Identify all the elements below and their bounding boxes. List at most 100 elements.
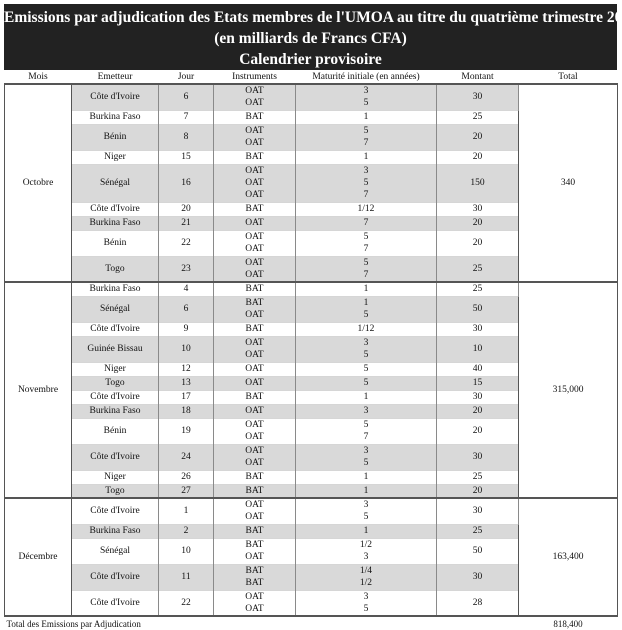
maturite-cell-line: 5 bbox=[363, 310, 369, 320]
jour-cell: 27 bbox=[158, 483, 214, 498]
maturite-cell-line: 1/2 bbox=[359, 540, 373, 550]
montant-cell: 20 bbox=[436, 123, 519, 150]
instrument-cell-line: OAT bbox=[245, 190, 264, 200]
jour-cell: 10 bbox=[158, 335, 214, 362]
maturite-cell: 3 5 7 bbox=[295, 163, 437, 202]
maturite-cell-line: 5 bbox=[363, 257, 369, 268]
instrument-cell-line: BAT bbox=[245, 284, 264, 295]
table-row: Guinée Bissau 10 OAT OAT 3 5 10 bbox=[5, 335, 618, 362]
maturite-cell-line: 1 bbox=[363, 472, 369, 482]
instrument-cell-line: OAT bbox=[245, 552, 264, 562]
calendar-table: Mois Emetteur Jour Instruments Maturité … bbox=[4, 70, 618, 630]
maturite-cell: 7 bbox=[295, 215, 437, 230]
instrument-cell: OAT OAT bbox=[213, 335, 296, 362]
instrument-cell: OAT bbox=[213, 215, 296, 230]
month-cell: Décembre bbox=[4, 497, 72, 616]
instrument-cell: BAT bbox=[213, 109, 296, 124]
table-row: Côte d'Ivoire 20 BAT 1/12 30 bbox=[5, 201, 618, 216]
maturite-cell-line: 7 bbox=[363, 138, 369, 148]
emetteur-cell: Côte d'Ivoire bbox=[71, 443, 159, 470]
instrument-cell: BAT bbox=[213, 389, 296, 404]
header-maturite: Maturité initiale (en années) bbox=[312, 71, 420, 82]
montant-cell: 30 bbox=[436, 389, 519, 404]
instrument-cell-line: OAT bbox=[245, 378, 264, 388]
maturite-cell-line: 5 bbox=[363, 98, 369, 109]
instrument-cell-line: OAT bbox=[245, 310, 264, 320]
table-row: Côte d'Ivoire 22 OAT OAT 3 5 28 bbox=[5, 589, 618, 616]
emetteur-cell: Burkina Faso bbox=[71, 109, 159, 124]
maturite-cell: 1 bbox=[295, 109, 437, 124]
instrument-cell-line: OAT bbox=[245, 603, 264, 614]
instrument-cell-line: OAT bbox=[245, 257, 264, 268]
montant-cell: 25 bbox=[436, 281, 519, 296]
montant-cell: 25 bbox=[436, 469, 519, 484]
jour-cell: 21 bbox=[158, 215, 214, 230]
instrument-cell: BAT bbox=[213, 201, 296, 216]
maturite-cell-line: 1 bbox=[363, 284, 369, 295]
emetteur-cell: Côte d'Ivoire bbox=[71, 589, 159, 616]
instrument-cell-line: OAT bbox=[245, 512, 264, 523]
instrument-cell-line: OAT bbox=[245, 244, 264, 254]
emetteur-cell: Burkina Faso bbox=[71, 281, 159, 296]
emetteur-cell: Guinée Bissau bbox=[71, 335, 159, 362]
emetteur-cell: Burkina Faso bbox=[71, 523, 159, 538]
emetteur-cell: Côte d'Ivoire bbox=[71, 497, 159, 524]
maturite-cell-line: 7 bbox=[363, 269, 369, 280]
emetteur-cell: Sénégal bbox=[71, 163, 159, 202]
table-row: Côte d'Ivoire 9 BAT 1/12 30 bbox=[5, 321, 618, 336]
montant-cell: 28 bbox=[436, 589, 519, 616]
emetteur-cell: Bénin bbox=[71, 229, 159, 256]
montant-cell: 50 bbox=[436, 295, 519, 322]
instrument-cell: OAT OAT bbox=[213, 123, 296, 150]
footer-label: Total des Emissions par Adjudication bbox=[4, 615, 519, 630]
table-row: Novembre Burkina Faso 4 BAT 1 25 315,000 bbox=[4, 281, 618, 498]
instrument-cell-line: BAT bbox=[245, 485, 264, 496]
jour-cell: 1 bbox=[158, 497, 214, 524]
table-row: Togo 27 BAT 1 20 bbox=[5, 483, 618, 498]
maturite-cell-line: 1/2 bbox=[359, 578, 373, 588]
table-row: Côte d'Ivoire 24 OAT OAT 3 5 30 bbox=[5, 443, 618, 470]
montant-cell: 30 bbox=[436, 201, 519, 216]
maturite-cell-line: 3 bbox=[363, 446, 369, 456]
instrument-cell: OAT OAT bbox=[213, 589, 296, 616]
footer-row: Total des Emissions par Adjudication 818… bbox=[4, 615, 618, 630]
montant-cell: 150 bbox=[436, 163, 519, 202]
jour-cell: 15 bbox=[158, 149, 214, 164]
instrument-cell-line: OAT bbox=[245, 446, 264, 456]
table-row: Sénégal 6 BAT OAT 1 5 50 bbox=[5, 295, 618, 322]
maturite-cell-line: 5 bbox=[363, 350, 369, 360]
header-montant: Montant bbox=[461, 71, 494, 82]
instrument-cell: OAT OAT bbox=[213, 229, 296, 256]
instrument-cell: OAT OAT bbox=[213, 443, 296, 470]
emetteur-cell: Togo bbox=[71, 255, 159, 282]
maturite-cell-line: 1 bbox=[363, 112, 369, 122]
emetteur-cell: Bénin bbox=[71, 417, 159, 444]
month-total-cell: 340 bbox=[518, 83, 618, 282]
montant-cell: 30 bbox=[436, 563, 519, 590]
montant-cell: 20 bbox=[436, 403, 519, 418]
jour-cell: 6 bbox=[158, 295, 214, 322]
montant-cell: 30 bbox=[436, 497, 519, 524]
instrument-cell-line: OAT bbox=[245, 138, 264, 148]
table-row: Niger 15 BAT 1 20 bbox=[5, 149, 618, 164]
instrument-cell-line: BAT bbox=[245, 472, 264, 482]
jour-cell: 9 bbox=[158, 321, 214, 336]
maturite-cell: 1/4 1/2 bbox=[295, 563, 437, 590]
maturite-cell-line: 3 bbox=[363, 552, 369, 562]
instrument-cell: BAT bbox=[213, 483, 296, 498]
table-row: Burkina Faso 21 OAT 7 20 bbox=[5, 215, 618, 230]
maturite-cell-line: 3 bbox=[363, 406, 369, 416]
maturite-cell-line: 5 bbox=[363, 512, 369, 523]
instrument-cell: BAT bbox=[213, 321, 296, 336]
instrument-cell-line: BAT bbox=[245, 578, 264, 588]
emetteur-cell: Sénégal bbox=[71, 537, 159, 564]
instrument-cell-line: OAT bbox=[245, 86, 264, 97]
maturite-cell: 1/12 bbox=[295, 321, 437, 336]
instrument-cell: BAT bbox=[213, 149, 296, 164]
maturite-cell-line: 7 bbox=[363, 218, 369, 228]
